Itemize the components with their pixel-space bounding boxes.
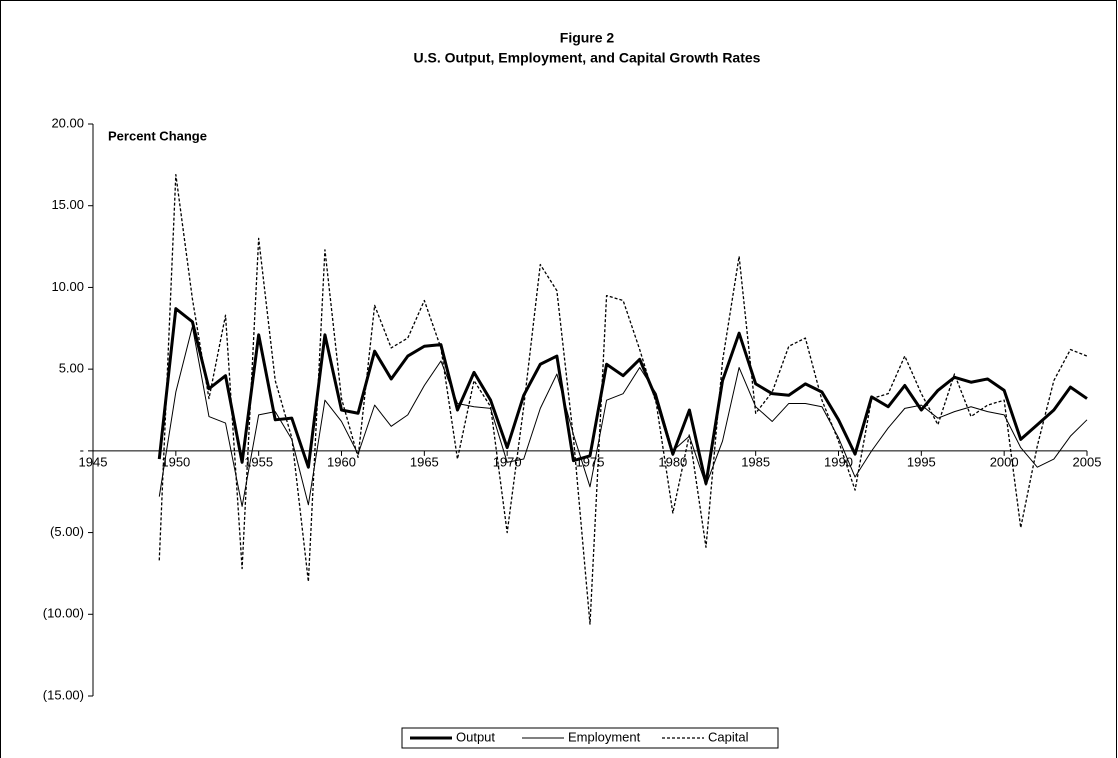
x-tick-label: 2005 bbox=[1073, 454, 1102, 469]
x-tick-label: 1990 bbox=[824, 454, 853, 469]
legend-label: Employment bbox=[568, 729, 641, 744]
y-tick-label: 15.00 bbox=[51, 197, 84, 212]
x-tick-label: 1945 bbox=[79, 454, 108, 469]
y-tick-label: 10.00 bbox=[51, 279, 84, 294]
y-axis-title: Percent Change bbox=[108, 128, 207, 143]
y-tick-label: (15.00) bbox=[43, 687, 84, 702]
y-tick-label: (5.00) bbox=[50, 524, 84, 539]
x-tick-label: 2000 bbox=[990, 454, 1019, 469]
legend-label: Capital bbox=[708, 729, 749, 744]
series-line bbox=[158, 174, 1088, 625]
x-tick-label: 1955 bbox=[244, 454, 273, 469]
x-tick-label: 1985 bbox=[741, 454, 770, 469]
y-tick-label: 20.00 bbox=[51, 115, 84, 130]
legend-label: Output bbox=[456, 729, 495, 744]
x-tick-label: 1960 bbox=[327, 454, 356, 469]
x-tick-label: 1980 bbox=[658, 454, 687, 469]
chart-title: Figure 2 bbox=[560, 30, 615, 46]
x-tick-label: 1950 bbox=[161, 454, 190, 469]
legend: Output Employment Capital bbox=[401, 727, 779, 749]
y-tick-label: - bbox=[80, 442, 84, 457]
legend-box bbox=[401, 727, 779, 749]
chart-subtitle: U.S. Output, Employment, and Capital Gro… bbox=[414, 50, 761, 66]
x-tick-label: 1965 bbox=[410, 454, 439, 469]
y-tick-label: (10.00) bbox=[43, 606, 84, 621]
x-tick-label: 1995 bbox=[907, 454, 936, 469]
series-line bbox=[157, 307, 1088, 486]
y-tick-label: 5.00 bbox=[59, 361, 84, 376]
